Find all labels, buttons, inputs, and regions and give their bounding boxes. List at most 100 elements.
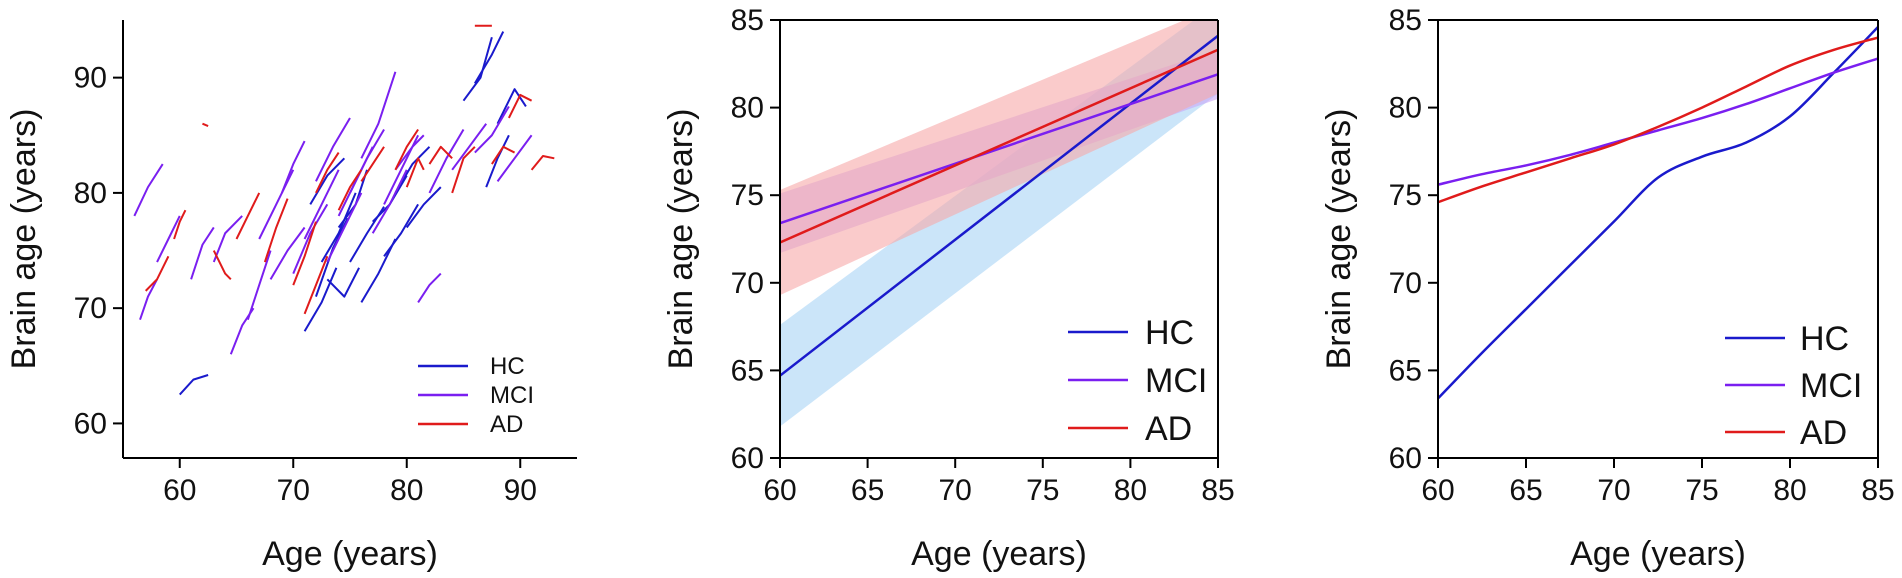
trajectory-hc-9 xyxy=(383,203,419,257)
x-tick-label: 60 xyxy=(1421,474,1454,507)
trajectory-hc-16 xyxy=(485,134,510,188)
y-tick-label: 65 xyxy=(1389,354,1422,387)
series-line-mci xyxy=(780,73,1218,225)
x-axis-title: Age (years) xyxy=(262,535,438,573)
x-tick-label: 85 xyxy=(1201,474,1234,507)
trajectory-mci-1 xyxy=(139,278,158,321)
series-line-hc xyxy=(780,34,1218,377)
trajectory-mci-11 xyxy=(303,169,340,240)
x-tick-label: 80 xyxy=(390,474,423,507)
trajectory-mci-22 xyxy=(451,123,488,171)
x-axis-title: Age (years) xyxy=(1570,535,1746,573)
y-tick-label: 70 xyxy=(74,292,107,325)
y-tick-label: 80 xyxy=(731,92,764,125)
legend-label-ad: AD xyxy=(490,411,523,438)
trajectory-mci-8 xyxy=(269,226,306,280)
trajectory-mci-16 xyxy=(360,71,397,159)
trajectory-mci-20 xyxy=(417,272,442,303)
legend-label-hc: HC xyxy=(1145,314,1194,352)
y-tick-label: 80 xyxy=(1389,92,1422,125)
ci-band-ad xyxy=(780,20,1218,296)
x-tick-label: 90 xyxy=(504,474,537,507)
trajectory-ad-18 xyxy=(491,145,516,165)
x-tick-label: 85 xyxy=(1861,474,1894,507)
trajectory-ad-10 xyxy=(360,146,385,182)
trajectory-ad-14 xyxy=(451,146,476,194)
trajectory-ad-11 xyxy=(394,128,419,171)
panel-c: 60 65 70 75 80 85 60 65 70 75 80 85 Age (years) Brain… xyxy=(1320,4,1895,573)
x-axis-title: Age (years) xyxy=(911,535,1087,573)
panel-a: 60 70 80 90 60 70 80 90 Age (years) Brain age (ye… xyxy=(5,20,577,573)
trajectory-ad-6 xyxy=(292,221,317,286)
trajectory-ad-1 xyxy=(173,209,187,240)
y-tick-label: 75 xyxy=(1389,179,1422,212)
legend-label-ad: AD xyxy=(1800,414,1847,452)
series-line-ad xyxy=(780,48,1218,244)
y-axis-title: Brain age (years) xyxy=(662,109,700,370)
series-line-hc xyxy=(1438,26,1878,400)
legend-label-mci: MCI xyxy=(490,382,534,409)
x-tick-label: 70 xyxy=(1597,474,1630,507)
legend-label-hc: HC xyxy=(1800,320,1849,358)
legend-label-mci: MCI xyxy=(1800,367,1862,405)
legend-label-ad: AD xyxy=(1145,410,1192,448)
trajectory-ad-8 xyxy=(315,152,340,194)
trajectory-mci-24 xyxy=(496,134,533,182)
trajectory-mci-17 xyxy=(371,169,408,234)
trajectory-mci-13 xyxy=(326,192,363,263)
trajectory-hc-0 xyxy=(179,374,209,396)
legend-label-hc: HC xyxy=(490,353,525,380)
trajectory-hc-13 xyxy=(462,37,493,102)
trajectory-ad-13 xyxy=(428,145,453,165)
trajectory-ad-2 xyxy=(202,122,209,127)
trajectory-mci-10 xyxy=(292,203,329,274)
series-line-ad xyxy=(1438,36,1878,204)
y-axis-title: Brain age (years) xyxy=(1320,109,1358,370)
y-tick-label: 70 xyxy=(731,267,764,300)
trajectory-mci-4 xyxy=(212,215,243,263)
plot-area xyxy=(780,20,1218,427)
x-tick-label: 65 xyxy=(1509,474,1542,507)
trajectory-mci-0 xyxy=(133,163,164,217)
y-tick-label: 80 xyxy=(74,177,107,210)
x-tick-label: 70 xyxy=(277,474,310,507)
trajectory-ad-9 xyxy=(337,169,363,211)
trajectory-mci-19 xyxy=(394,134,425,171)
trajectory-mci-6 xyxy=(246,250,272,320)
trajectory-mci-2 xyxy=(156,215,181,263)
series-line-mci xyxy=(1438,57,1878,186)
trajectory-ad-7 xyxy=(303,255,329,315)
trajectory-ad-3 xyxy=(212,250,232,281)
y-tick-label: 85 xyxy=(731,4,764,37)
legend: HC MCI AD xyxy=(1725,320,1862,452)
trajectory-ad-17 xyxy=(530,155,555,171)
x-tick-label: 75 xyxy=(1685,474,1718,507)
legend: HC MCI AD xyxy=(1068,314,1207,448)
x-tick-label: 70 xyxy=(939,474,972,507)
trajectory-mci-9 xyxy=(280,140,306,194)
trajectory-hc-7 xyxy=(360,238,397,303)
trajectory-mci-15 xyxy=(349,128,385,194)
y-tick-label: 65 xyxy=(731,354,764,387)
y-axis-title: Brain age (years) xyxy=(5,109,43,370)
y-tick-label: 60 xyxy=(731,442,764,475)
trajectory-mci-21 xyxy=(428,128,465,194)
trajectory-mci-23 xyxy=(474,105,510,154)
x-tick-label: 60 xyxy=(163,474,196,507)
trajectory-hc-1 xyxy=(303,267,338,332)
legend-label-mci: MCI xyxy=(1145,362,1207,400)
trajectory-hc-2 xyxy=(315,217,349,297)
x-tick-label: 75 xyxy=(1026,474,1059,507)
plot-area xyxy=(1438,26,1878,400)
trajectory-hc-15 xyxy=(496,88,527,125)
trajectory-ad-16 xyxy=(508,93,533,119)
x-tick-label: 65 xyxy=(851,474,884,507)
y-tick-label: 90 xyxy=(74,62,107,95)
trajectory-mci-7 xyxy=(258,169,295,240)
y-tick-label: 60 xyxy=(74,407,107,440)
panel-b: 60 65 70 75 80 85 60 65 70 75 80 85 Age (years) Brain… xyxy=(662,4,1235,573)
trajectory-hc-4 xyxy=(326,267,360,298)
